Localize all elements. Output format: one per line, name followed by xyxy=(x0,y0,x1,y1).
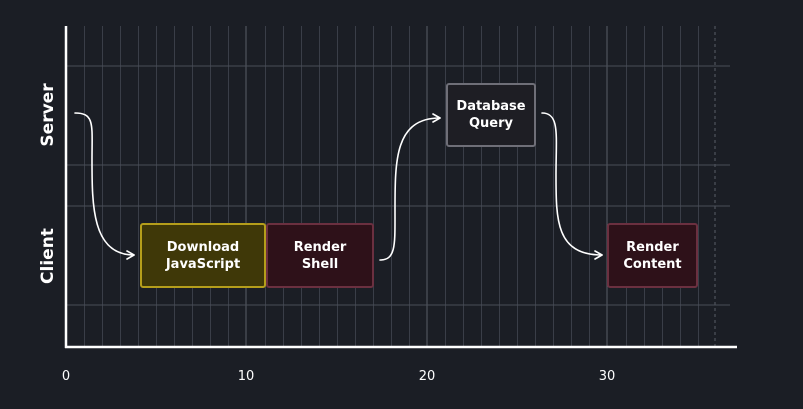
arrow-query-to-content xyxy=(541,112,603,260)
tick-label: 0 xyxy=(61,369,71,384)
minor-grid-lines xyxy=(84,26,699,347)
download-line2: JavaScript xyxy=(165,256,241,272)
render-content-line2: Content xyxy=(623,256,682,272)
tick-label: 10 xyxy=(237,369,255,384)
lane-boundaries xyxy=(66,65,730,306)
render-content-block: Render Content xyxy=(607,223,698,288)
lane-label-client: Client xyxy=(38,228,58,284)
major-grid-lines xyxy=(245,26,608,347)
render-content-line1: Render xyxy=(626,239,679,255)
download-javascript-block: Download JavaScript xyxy=(140,223,266,288)
arrow-server-to-download xyxy=(74,112,135,260)
render-shell-line1: Render xyxy=(293,239,347,255)
download-line1: Download xyxy=(166,239,240,255)
tick-label: 30 xyxy=(598,369,616,384)
database-query-block: Database Query xyxy=(446,83,536,147)
db-query-line1: Database xyxy=(456,99,526,114)
render-shell-block: Render Shell xyxy=(266,223,374,288)
tick-label: 20 xyxy=(418,369,436,384)
arrow-shell-to-query xyxy=(379,113,441,261)
render-shell-line2: Shell xyxy=(301,256,339,272)
db-query-line2: Query xyxy=(468,116,513,131)
lane-label-server: Server xyxy=(38,83,58,147)
